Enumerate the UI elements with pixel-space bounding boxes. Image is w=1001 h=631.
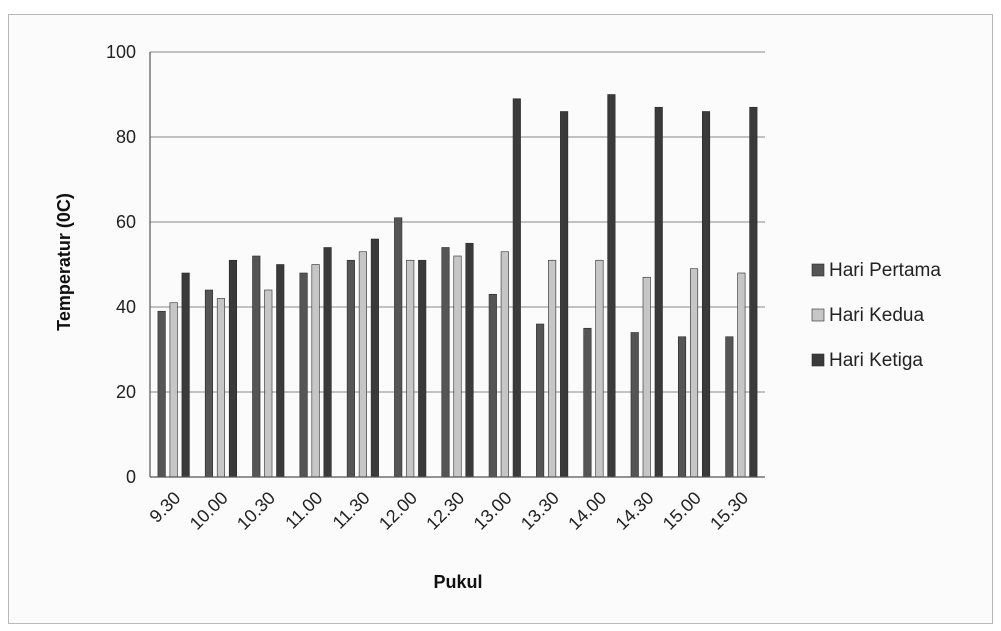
- bar-hari-ketiga-15.30: [749, 106, 758, 478]
- legend-swatch-hari-pertama: [811, 263, 825, 277]
- bar-hari-kedua-13.00: [500, 251, 509, 478]
- x-tick-label: 10.00: [186, 488, 232, 534]
- x-tick-label: 14.00: [564, 488, 610, 534]
- bar-hari-ketiga-12.30: [465, 242, 474, 478]
- x-tick-label: 15.30: [706, 488, 752, 534]
- legend: Hari Pertama Hari Kedua Hari Ketiga: [811, 260, 941, 371]
- bar-hari-kedua-15.30: [737, 272, 746, 478]
- bar-hari-pertama-11.30: [346, 259, 355, 478]
- bar-hari-ketiga-9.30: [181, 272, 190, 478]
- y-tick-label: 60: [116, 212, 136, 232]
- x-tick-label: 13.30: [517, 488, 563, 534]
- bar-hari-ketiga-10.30: [276, 264, 285, 478]
- legend-label: Hari Kedua: [829, 305, 924, 326]
- x-tick-label: 13.00: [470, 488, 516, 534]
- bar-hari-pertama-10.00: [204, 289, 214, 478]
- bar-hari-kedua-9.30: [169, 302, 178, 478]
- x-tick-label: 9.30: [146, 488, 185, 527]
- x-tick-label: 12.30: [422, 488, 468, 534]
- bar-hari-ketiga-15.00: [701, 111, 711, 478]
- bar-hari-ketiga-14.30: [654, 106, 663, 478]
- bar-hari-pertama-10.30: [252, 255, 261, 478]
- bar-hari-pertama-12.00: [394, 217, 403, 478]
- y-axis-title: Temperatur (0C): [54, 193, 74, 331]
- bar-hari-kedua-12.00: [406, 259, 415, 478]
- bar-hari-kedua-15.00: [689, 268, 699, 478]
- bar-hari-kedua-11.30: [358, 251, 367, 478]
- bars: [157, 94, 758, 478]
- bar-hari-kedua-13.30: [548, 259, 557, 478]
- bar-hari-pertama-15.30: [725, 336, 734, 478]
- x-tick-label: 15.00: [659, 488, 705, 534]
- bar-hari-pertama-13.00: [488, 293, 497, 478]
- legend-swatch-hari-kedua: [811, 308, 825, 322]
- y-tick-label: 40: [116, 297, 136, 317]
- bar-hari-kedua-12.30: [453, 255, 462, 478]
- y-tick-label: 80: [116, 127, 136, 147]
- bar-hari-kedua-14.30: [642, 276, 651, 478]
- x-tick-label: 10.30: [233, 488, 279, 534]
- bar-hari-pertama-9.30: [157, 310, 166, 478]
- bar-hari-pertama-14.00: [583, 327, 592, 478]
- x-tick-label: 12.00: [375, 488, 421, 534]
- bar-hari-kedua-10.00: [216, 298, 226, 478]
- bar-hari-pertama-13.30: [536, 323, 545, 478]
- bar-hari-ketiga-12.00: [418, 259, 427, 478]
- bar-hari-pertama-11.00: [299, 272, 308, 478]
- bar-hari-pertama-14.30: [630, 332, 639, 478]
- bar-hari-ketiga-14.00: [607, 94, 616, 478]
- legend-swatch-hari-ketiga: [811, 353, 825, 367]
- bar-hari-kedua-11.00: [311, 264, 320, 478]
- bar-hari-ketiga-13.00: [512, 98, 521, 478]
- bar-hari-pertama-12.30: [441, 247, 450, 478]
- legend-label: Hari Pertama: [829, 260, 941, 281]
- y-tick-label: 0: [126, 467, 136, 487]
- x-axis-title: Pukul: [433, 572, 482, 592]
- x-tick-label: 11.00: [281, 488, 326, 533]
- bar-hari-ketiga-13.30: [560, 111, 569, 478]
- x-tick-labels: 9.30 10.00 10.30 11.00 11.30 12.00 12.30 13.00 1…: [146, 488, 753, 534]
- bar-hari-ketiga-11.30: [370, 238, 379, 478]
- bar-hari-ketiga-11.00: [323, 247, 332, 478]
- bar-hari-ketiga-10.00: [228, 259, 238, 478]
- bar-hari-pertama-15.00: [677, 336, 687, 478]
- bar-hari-kedua-14.00: [595, 259, 604, 478]
- y-tick-labels: 0 20 40 60 80 100: [106, 42, 136, 487]
- x-tick-label: 11.30: [329, 488, 374, 533]
- bar-hari-kedua-10.30: [264, 289, 273, 478]
- y-tick-label: 100: [106, 42, 136, 62]
- y-tick-label: 20: [116, 382, 136, 402]
- legend-label: Hari Ketiga: [829, 350, 923, 371]
- axes: [149, 52, 765, 478]
- x-tick-label: 14.30: [612, 488, 658, 534]
